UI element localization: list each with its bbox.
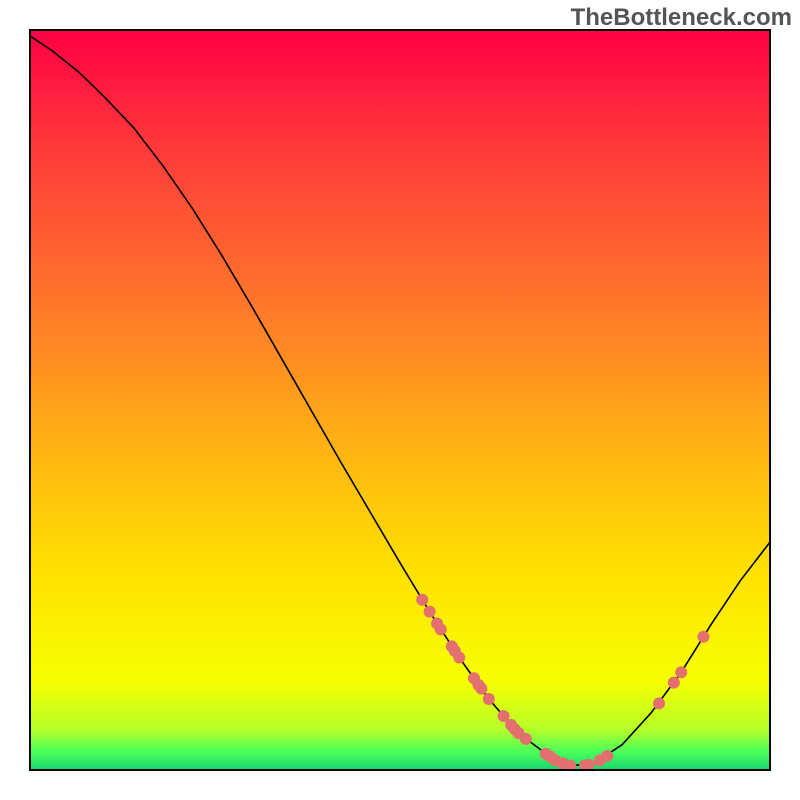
data-marker [453, 652, 465, 664]
data-marker [520, 733, 532, 745]
data-marker [435, 623, 447, 635]
chart-root: TheBottleneck.com [0, 0, 800, 800]
data-marker [424, 606, 436, 618]
watermark-label: TheBottleneck.com [571, 4, 792, 32]
data-marker [653, 697, 665, 709]
data-marker [697, 631, 709, 643]
data-marker [675, 666, 687, 678]
bottleneck-chart [0, 0, 800, 800]
data-marker [416, 594, 428, 606]
data-marker [475, 683, 487, 695]
data-marker [483, 693, 495, 705]
data-marker [668, 677, 680, 689]
plot-background [30, 30, 770, 770]
data-marker [601, 750, 613, 762]
